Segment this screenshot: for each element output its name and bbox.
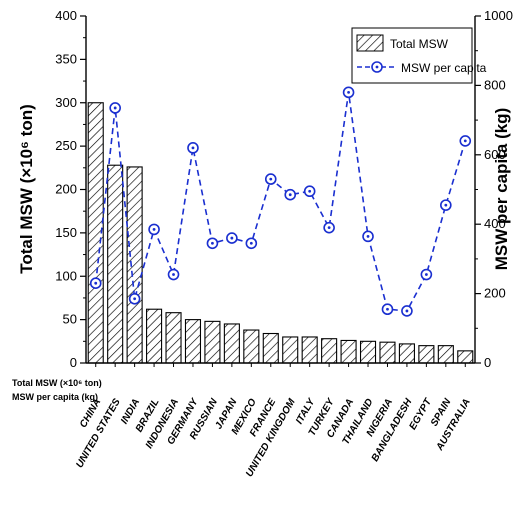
y-right-tick-label-1: 200 — [484, 286, 506, 301]
point-dot-12 — [327, 226, 331, 230]
bar-17 — [418, 345, 435, 364]
y-right-tick-label-2: 400 — [484, 216, 506, 231]
bar-10 — [282, 336, 299, 364]
bar-3 — [146, 308, 163, 364]
point-dot-18 — [444, 203, 448, 207]
point-dot-19 — [463, 139, 467, 143]
y-left-tick-label-8: 400 — [55, 8, 77, 23]
point-dot-5 — [191, 146, 195, 150]
y-axis-left-title: Total MSW (×10⁶ ton) — [17, 104, 36, 273]
y-right-tick-label-3: 600 — [484, 147, 506, 162]
legend-bar-swatch — [356, 34, 384, 52]
bar-series — [87, 102, 474, 364]
bar-15 — [379, 341, 396, 364]
point-dot-8 — [249, 241, 253, 245]
legend-label-per-capita: MSW per capita — [401, 61, 487, 75]
y-left-tick-label-6: 300 — [55, 95, 77, 110]
y-right-tick-label-5: 1000 — [484, 8, 513, 23]
legend-box — [351, 27, 473, 84]
bar-18 — [437, 345, 454, 364]
y-left-tick-label-0: 0 — [70, 355, 77, 370]
bar-16 — [398, 343, 415, 364]
bar-13 — [340, 339, 357, 364]
y-axis-right-title: MSW per capita (kg) — [492, 108, 511, 270]
y-left-tick-label-7: 350 — [55, 51, 77, 66]
bar-1 — [107, 164, 124, 364]
legend-marker-dot — [375, 65, 379, 69]
point-dot-6 — [211, 241, 214, 245]
point-dot-2 — [133, 297, 137, 301]
point-dot-11 — [308, 189, 312, 193]
bar-12 — [321, 338, 338, 364]
bar-11 — [301, 336, 318, 364]
bar-6 — [204, 320, 221, 364]
bar-7 — [223, 323, 240, 364]
legend: Total MSW MSW per capita — [351, 27, 487, 84]
legend-label-total: Total MSW — [390, 37, 449, 51]
y-right-tick-label-0: 0 — [484, 355, 491, 370]
point-dot-9 — [269, 177, 273, 181]
bar-4 — [165, 312, 182, 364]
line-series — [89, 86, 472, 317]
y-left-tick-label-1: 50 — [63, 312, 77, 327]
point-dot-4 — [172, 273, 175, 276]
y-left-tick-label-2: 100 — [55, 268, 77, 283]
y-left-tick-label-5: 250 — [55, 138, 77, 153]
bar-5 — [184, 319, 202, 364]
table-row-label-total: Total MSW (×10⁶ ton) — [12, 378, 102, 388]
point-dot-13 — [347, 90, 350, 94]
table-row-label-per-capita: MSW per capita (kg) — [12, 392, 98, 402]
point-dot-3 — [152, 228, 156, 231]
y-left-tick-label-4: 200 — [55, 182, 77, 197]
point-dot-1 — [113, 106, 117, 110]
bar-9 — [262, 332, 279, 364]
bar-2 — [126, 166, 143, 364]
y-right-tick-label-4: 800 — [484, 77, 506, 92]
point-dot-14 — [366, 234, 370, 238]
bar-14 — [359, 340, 377, 364]
point-dot-0 — [94, 281, 98, 285]
axes — [80, 15, 481, 367]
point-dot-16 — [405, 309, 409, 313]
bar-19 — [457, 350, 474, 364]
y-left-tick-label-3: 150 — [55, 225, 77, 240]
point-dot-7 — [230, 236, 234, 240]
per-capita-line — [94, 92, 467, 312]
bar-8 — [243, 329, 260, 364]
point-dot-17 — [424, 273, 428, 276]
point-dot-10 — [288, 193, 292, 197]
point-dot-15 — [386, 307, 389, 311]
